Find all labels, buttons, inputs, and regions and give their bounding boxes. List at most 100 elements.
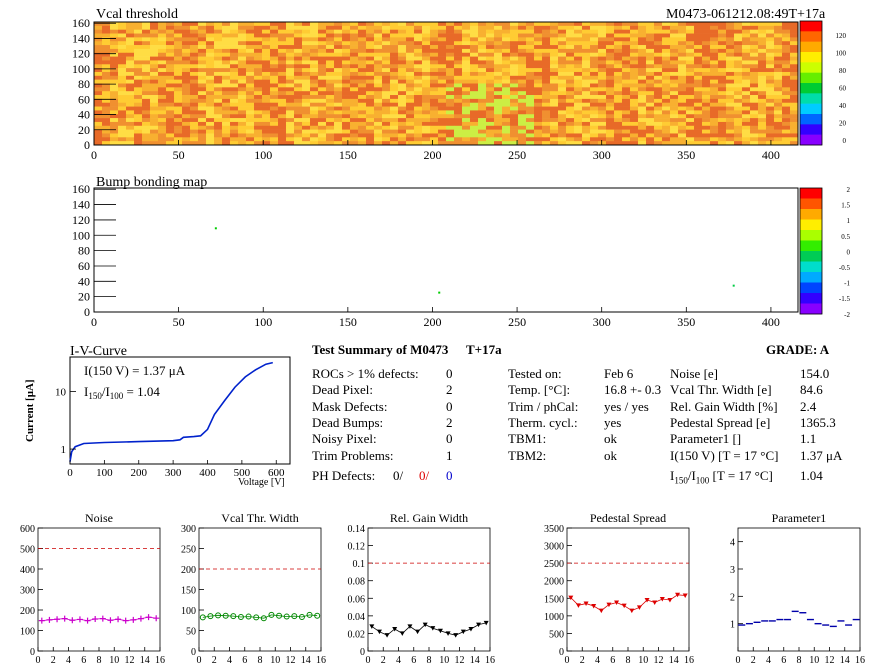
heatmap-cell <box>230 48 239 54</box>
heatmap-cell <box>206 41 215 46</box>
heatmap-cell <box>230 141 239 146</box>
heatmap-cell <box>774 64 783 69</box>
heatmap-cell <box>454 37 463 42</box>
heatmap-cell <box>382 110 391 115</box>
heatmap-cell <box>310 22 319 27</box>
heatmap-cell <box>718 68 727 73</box>
heatmap-cell <box>558 98 567 104</box>
tick-label: 100 <box>96 467 113 479</box>
defect-value: 0 <box>446 398 453 414</box>
heatmap-cell <box>758 29 767 34</box>
heatmap-cell <box>182 64 191 69</box>
heatmap-cell <box>302 114 311 119</box>
heatmap-cell <box>654 114 663 119</box>
heatmap-cell <box>454 45 463 50</box>
heatmap-cell <box>190 29 199 34</box>
heatmap-cell <box>526 91 535 96</box>
heatmap-cell <box>398 102 407 107</box>
heatmap-cell <box>790 22 799 27</box>
heatmap-cell <box>470 102 479 107</box>
heatmap-cell <box>398 137 407 142</box>
heatmap-cell <box>614 25 623 30</box>
tick-label: 6 <box>411 655 416 666</box>
heatmap-cell <box>726 137 735 142</box>
heatmap-cell <box>134 106 143 111</box>
heatmap-cell <box>270 60 279 65</box>
heatmap-cell <box>526 22 535 27</box>
heatmap-cell <box>758 79 767 84</box>
heatmap-cell <box>294 137 303 142</box>
heatmap-cell <box>446 56 455 61</box>
heatmap-cell <box>238 64 247 69</box>
heatmap-cell <box>606 52 615 57</box>
heatmap-cell <box>174 141 183 146</box>
heatmap-cell <box>670 87 679 92</box>
heatmap-cell <box>102 118 111 123</box>
heatmap-cell <box>750 56 759 61</box>
heatmap-cell <box>174 41 183 46</box>
heatmap-cell <box>126 25 135 30</box>
heatmap-cell <box>430 25 439 30</box>
heatmap-cell <box>670 114 679 119</box>
heatmap-cell <box>238 29 247 34</box>
heatmap-cell <box>606 75 615 80</box>
heatmap-cell <box>710 83 719 88</box>
heatmap-cell <box>750 87 759 92</box>
heatmap-cell <box>726 22 735 27</box>
heatmap-cell <box>366 87 375 92</box>
palette-swatch <box>800 272 822 283</box>
heatmap-cell <box>310 68 319 73</box>
heatmap-cell <box>726 114 735 119</box>
heatmap-cell <box>462 141 471 146</box>
heatmap-cell <box>454 33 463 38</box>
heatmap-cell <box>694 22 703 27</box>
heatmap-cell <box>598 52 607 57</box>
heatmap-cell <box>478 25 487 30</box>
heatmap-cell <box>374 137 383 142</box>
iv-curve-line <box>69 361 273 462</box>
tick-label: 500 <box>234 467 251 479</box>
heatmap-cell <box>206 141 215 146</box>
heatmap-cell <box>542 33 551 38</box>
heatmap-cell <box>438 137 447 142</box>
scale-label: 120 <box>836 32 847 40</box>
heatmap-cell <box>198 33 207 38</box>
heatmap-cell <box>630 110 639 115</box>
heatmap-cell <box>462 48 471 54</box>
heatmap-cell <box>718 110 727 115</box>
heatmap-cell <box>134 64 143 69</box>
data-point <box>291 613 298 620</box>
heatmap-cell <box>510 25 519 30</box>
heatmap-cell <box>246 133 255 138</box>
heatmap-cell <box>142 137 151 142</box>
heatmap-cell <box>670 56 679 61</box>
heatmap-cell <box>574 45 583 50</box>
defect-label: Dead Bumps: <box>312 414 384 430</box>
heatmap-cell <box>182 33 191 38</box>
heatmap-cell <box>574 98 583 104</box>
heatmap-cell <box>446 102 455 107</box>
heatmap-cell <box>390 29 399 34</box>
heatmap-cell <box>630 41 639 46</box>
heatmap-cell <box>502 68 511 73</box>
heatmap-cell <box>638 29 647 34</box>
heatmap-cell <box>270 52 279 57</box>
heatmap-cell <box>134 79 143 84</box>
heatmap-cell <box>262 29 271 34</box>
heatmap-cell <box>606 102 615 107</box>
heatmap-cell <box>750 95 759 100</box>
heatmap-cell <box>734 25 743 30</box>
heatmap-cell <box>430 87 439 92</box>
heatmap-cell <box>142 114 151 119</box>
heatmap-cell <box>542 98 551 104</box>
heatmap-cell <box>150 41 159 46</box>
heatmap-cell <box>606 133 615 138</box>
chart-frame <box>737 527 861 652</box>
heatmap-cell <box>702 129 711 134</box>
heatmap-cell <box>318 71 327 77</box>
heatmap-cell <box>214 125 223 130</box>
heatmap-cell <box>742 125 751 130</box>
heatmap-cell <box>398 83 407 88</box>
heatmap-cell <box>526 87 535 92</box>
heatmap-cell <box>726 133 735 138</box>
